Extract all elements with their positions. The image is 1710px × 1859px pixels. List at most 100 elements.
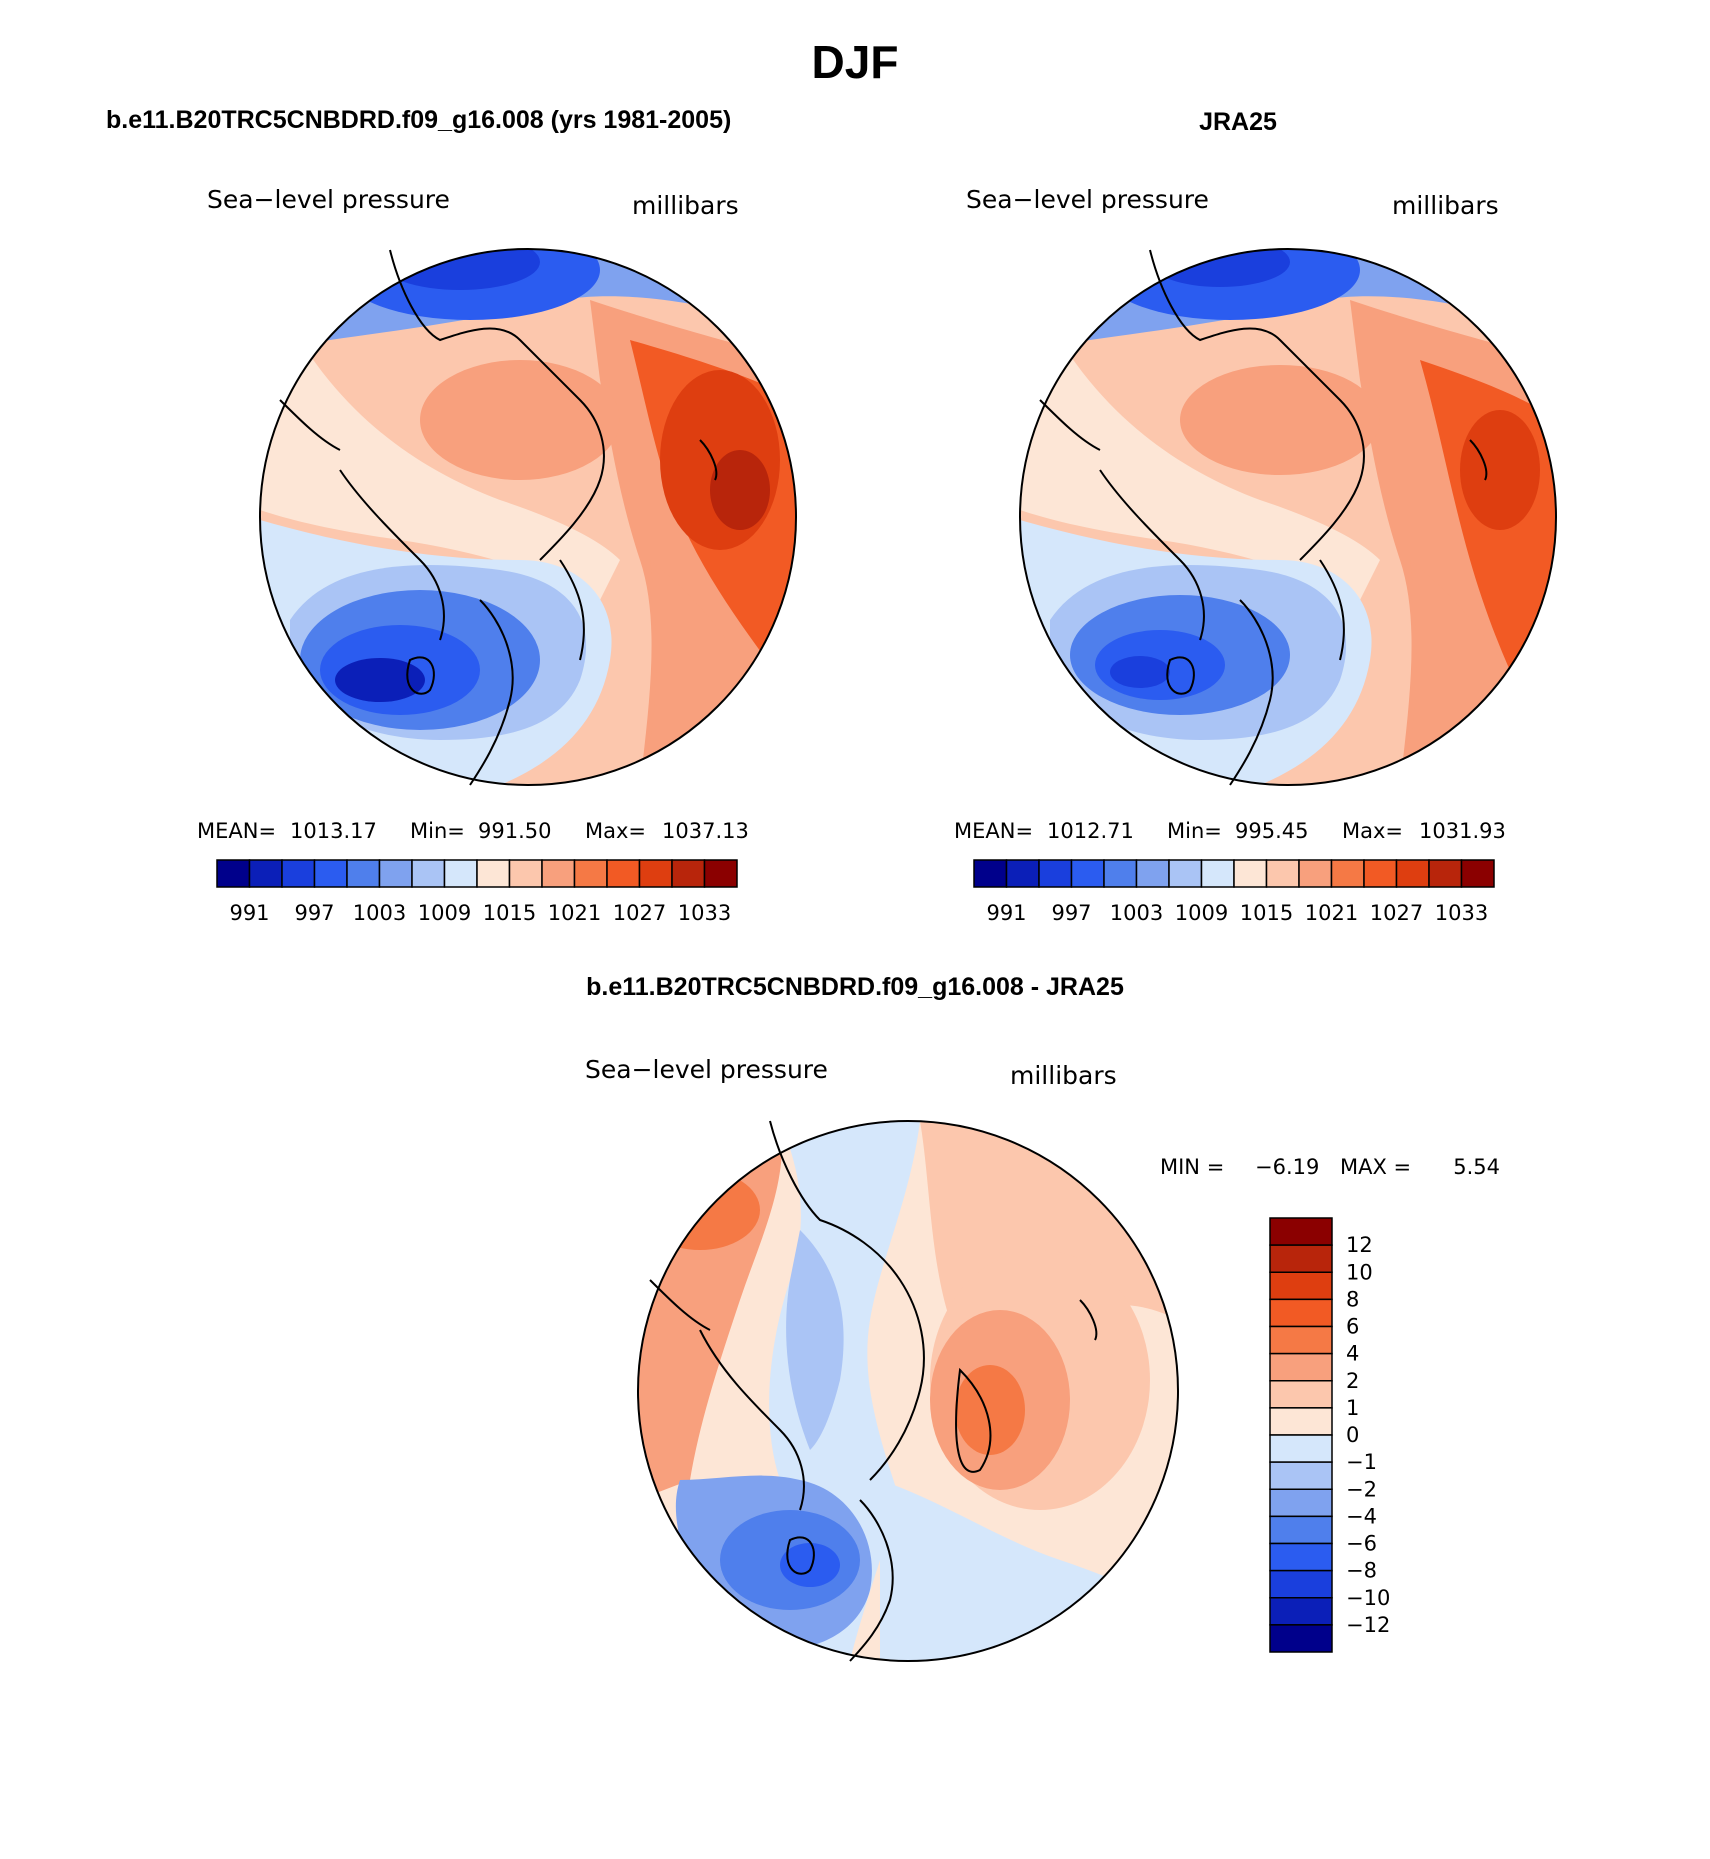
colorbar-box — [281, 859, 316, 888]
colorbar-box — [216, 859, 251, 888]
colorbar-box — [1269, 1461, 1333, 1490]
panel1-variable-label: Sea−level pressure — [207, 185, 450, 214]
colorbar-box — [1070, 859, 1105, 888]
colorbar-box — [703, 859, 738, 888]
panel2-units-label: millibars — [1392, 191, 1499, 220]
colorbar-box — [1265, 859, 1300, 888]
panel1-mean-value: 1013.17 — [290, 819, 377, 843]
colorbar-box — [313, 859, 348, 888]
colorbar-box — [1269, 1515, 1333, 1545]
coastlines-2 — [1039, 249, 1488, 786]
panel2-min-label: Min= — [1167, 819, 1222, 843]
colorbar-box — [508, 859, 543, 888]
colorbar-tick-label: 10 — [1346, 1260, 1373, 1284]
colorbar-panel-1: 991 997 1003 1009 1015 1021 1027 1033 — [216, 859, 738, 925]
colorbar-box — [671, 859, 706, 888]
colorbar-tick-label: 1015 — [1240, 901, 1293, 925]
map-panel-2 — [1019, 248, 1557, 786]
colorbar-box — [1269, 1434, 1333, 1463]
colorbar-tick-label: 4 — [1346, 1342, 1359, 1366]
panel2-mean-label: MEAN= — [954, 819, 1033, 843]
colorbar-box — [1330, 859, 1365, 888]
colorbar-box — [411, 859, 446, 888]
colorbar-tick-label: 1033 — [1435, 901, 1488, 925]
panel2-variable-label: Sea−level pressure — [966, 185, 1209, 214]
colorbar-box — [573, 859, 608, 888]
colorbar-box — [1269, 1488, 1333, 1518]
map-panel-diff — [637, 1120, 1179, 1662]
colorbar-box — [1428, 859, 1463, 888]
colorbar-box — [1269, 1597, 1333, 1626]
colorbar-tick-label: −4 — [1346, 1504, 1377, 1528]
colorbar-tick-label: −12 — [1346, 1613, 1390, 1637]
panel2-min-value: 995.45 — [1235, 819, 1308, 843]
colorbar-box — [1233, 859, 1268, 888]
colorbar-tick-label: 991 — [986, 901, 1026, 925]
colorbar-tick-label: 997 — [1051, 901, 1091, 925]
panel1-min-label: Min= — [410, 819, 465, 843]
colorbar-box — [1269, 1407, 1333, 1436]
colorbar-tick-label: −8 — [1346, 1559, 1377, 1583]
colorbar-tick-label: 1021 — [548, 901, 601, 925]
panel2-subtitle: JRA25 — [1199, 108, 1277, 136]
colorbar-box — [1269, 1569, 1333, 1599]
colorbar-box — [1269, 1244, 1333, 1273]
colorbar-box — [638, 859, 673, 888]
colorbar-box — [378, 859, 413, 888]
colorbar-box — [1269, 1352, 1333, 1382]
colorbar-tick-label: 1009 — [418, 901, 471, 925]
colorbar-box — [973, 859, 1008, 888]
colorbar-tick-label: 1027 — [1370, 901, 1423, 925]
colorbar-box — [1200, 859, 1235, 888]
colorbar-box — [1363, 859, 1398, 888]
colorbar-box — [1038, 859, 1073, 888]
diff-max-value: 5.54 — [1453, 1155, 1500, 1179]
colorbar-tick-label: 1009 — [1175, 901, 1228, 925]
colorbar-box — [476, 859, 511, 888]
colorbar-tick-label: 8 — [1346, 1287, 1359, 1311]
colorbar-tick-label: 1015 — [483, 901, 536, 925]
colorbar-tick-label: 12 — [1346, 1233, 1373, 1257]
colorbar-tick-label: −1 — [1346, 1450, 1377, 1474]
colorbar-box — [1298, 859, 1333, 888]
colorbar-tick-label: 997 — [294, 901, 334, 925]
map-boundary-2 — [1019, 248, 1557, 786]
panel2-max-value: 1031.93 — [1419, 819, 1506, 843]
colorbar-box — [1269, 1325, 1333, 1355]
colorbar-tick-label: 1003 — [353, 901, 406, 925]
diff-units-label: millibars — [1010, 1061, 1117, 1090]
panel1-max-value: 1037.13 — [662, 819, 749, 843]
colorbar-panel-2: 991 997 1003 1009 1015 1021 1027 1033 — [973, 859, 1495, 925]
colorbar-box — [1269, 1542, 1333, 1572]
colorbar-tick-label: −2 — [1346, 1477, 1377, 1501]
colorbar-tick-label: −6 — [1346, 1532, 1377, 1556]
diff-variable-label: Sea−level pressure — [585, 1055, 828, 1084]
colorbar-tick-label: 2 — [1346, 1369, 1359, 1393]
colorbar-box — [1269, 1380, 1333, 1409]
coastlines-1 — [279, 249, 718, 786]
coastlines-diff — [649, 1120, 1098, 1662]
colorbar-tick-label: 1033 — [678, 901, 731, 925]
panel1-min-value: 991.50 — [478, 819, 551, 843]
colorbar-tick-label: 1027 — [613, 901, 666, 925]
diff-max-label: MAX = — [1340, 1155, 1411, 1179]
colorbar-box — [1269, 1217, 1333, 1246]
colorbar-tick-label: 991 — [229, 901, 269, 925]
colorbar-box — [1103, 859, 1138, 888]
colorbar-box — [1269, 1271, 1333, 1301]
main-title: DJF — [812, 36, 899, 88]
colorbar-box — [248, 859, 283, 888]
colorbar-tick-label: 0 — [1346, 1423, 1359, 1447]
colorbar-box — [1269, 1298, 1333, 1328]
colorbar-tick-label: 1003 — [1110, 901, 1163, 925]
diff-min-label: MIN = — [1160, 1155, 1224, 1179]
panel1-units-label: millibars — [632, 191, 739, 220]
colorbar-box — [606, 859, 641, 888]
map-panel-1 — [259, 248, 797, 786]
colorbar-box — [443, 859, 478, 888]
colorbar-box — [1395, 859, 1430, 888]
panel1-mean-label: MEAN= — [197, 819, 276, 843]
diff-min-value: −6.19 — [1255, 1155, 1319, 1179]
colorbar-box — [1135, 859, 1170, 888]
colorbar-tick-label: 1021 — [1305, 901, 1358, 925]
